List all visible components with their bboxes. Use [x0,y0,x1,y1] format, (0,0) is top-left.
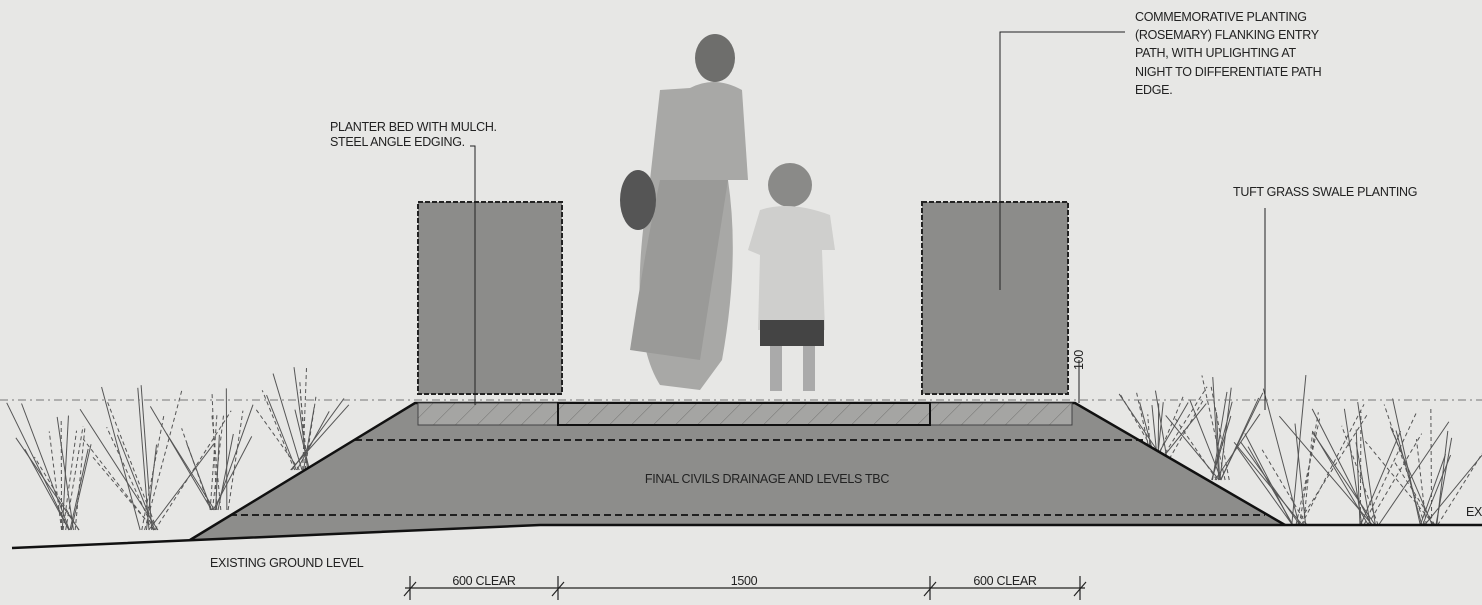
grass-blade [226,388,227,510]
dimension-label: 100 [1072,350,1086,370]
annotation: PATH, WITH UPLIGHTING AT [1135,46,1297,60]
annotation: STEEL ANGLE EDGING. [330,135,465,149]
annotation: COMMEMORATIVE PLANTING [1135,10,1307,24]
annotation: PLANTER BED WITH MULCH. [330,120,497,134]
page: PLANTER BED WITH MULCH. STEEL ANGLE EDGI… [0,0,1482,605]
dimension-label: 600 CLEAR [452,574,516,588]
dimension-label: 1500 [731,574,758,588]
dimension-label: 600 CLEAR [973,574,1037,588]
annotation: EDGE. [1135,83,1172,97]
annotation: EX [1466,505,1482,519]
annotation: EXISTING GROUND LEVEL [210,556,364,570]
hedge-left [418,202,562,394]
hedge-right [922,202,1068,394]
annotation: TUFT GRASS SWALE PLANTING [1233,185,1417,199]
annotation: NIGHT TO DIFFERENTIATE PATH [1135,65,1322,79]
annotation: FINAL CIVILS DRAINAGE AND LEVELS TBC [645,472,889,486]
path-hatch [418,403,1072,425]
annotation: (ROSEMARY) FLANKING ENTRY [1135,28,1320,42]
section-diagram: PLANTER BED WITH MULCH. STEEL ANGLE EDGI… [0,0,1482,605]
